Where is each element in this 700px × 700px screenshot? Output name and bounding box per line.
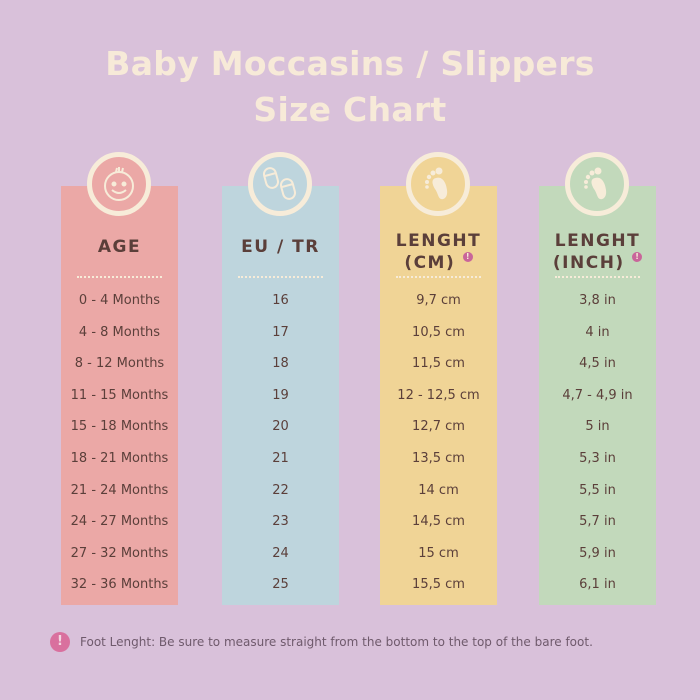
table-cell: 19 xyxy=(272,387,289,403)
exclamation-icon: ! xyxy=(462,252,473,262)
table-cell: 12 - 12,5 cm xyxy=(397,387,480,403)
dotted-divider xyxy=(77,276,162,278)
table-cell: 5 in xyxy=(585,419,610,435)
table-cell: 6,1 in xyxy=(579,577,616,593)
table-cell: 13,5 cm xyxy=(412,451,465,466)
table-cell: 4 - 8 Months xyxy=(78,324,161,340)
header-unit: (INCH) xyxy=(552,253,625,273)
table-cell: 24 - 27 Months xyxy=(70,514,169,530)
table-cell: 8 - 12 Months xyxy=(74,356,165,372)
table-cell: 5,3 in xyxy=(579,451,616,466)
table-cell: 15,5 cm xyxy=(412,577,465,593)
column-length-inch: LENGHT (INCH) ! 3,8 in 4 in 4,5 in 4,7 - 4,9… xyxy=(539,152,656,605)
table-cell: 4,7 - 4,9 in xyxy=(562,387,633,403)
table-cell: 14,5 cm xyxy=(412,514,465,530)
column-header: AGE xyxy=(61,236,178,258)
foot-length-note: ! Foot Lenght: Be sure to measure straig… xyxy=(50,632,593,652)
table-cell: 21 - 24 Months xyxy=(70,482,169,498)
table-cell: 11 - 15 Months xyxy=(70,387,169,403)
table-cell: 16 xyxy=(272,293,289,308)
title-line-1: Baby Moccasins / Slippers xyxy=(105,44,595,83)
note-text: Foot Lenght: Be sure to measure straight… xyxy=(80,635,593,649)
header-unit: (CM) xyxy=(404,253,456,273)
column-header: LENGHT (CM) ! xyxy=(380,230,497,274)
header-text: AGE xyxy=(97,237,142,257)
table-cell: 21 xyxy=(272,451,289,466)
table-cell: 3,8 in xyxy=(579,293,616,308)
table-cell: 20 xyxy=(272,419,289,435)
foot-icon xyxy=(565,152,629,216)
table-cell: 27 - 32 Months xyxy=(70,545,169,561)
dotted-divider xyxy=(396,276,481,278)
table-cell: 14 cm xyxy=(418,482,459,498)
foot-icon xyxy=(406,152,470,216)
column-header: LENGHT (INCH) ! xyxy=(539,230,656,274)
table-cell: 32 - 36 Months xyxy=(70,577,169,593)
table-cell: 23 xyxy=(272,514,289,530)
table-cell: 4,5 in xyxy=(579,356,616,372)
header-text: LENGHT xyxy=(554,231,641,251)
table-cell: 5,7 in xyxy=(579,514,616,530)
column-length-cm: LENGHT (CM) ! 9,7 cm 10,5 cm 11,5 cm 12 - 12… xyxy=(380,152,497,605)
table-cell: 5,9 in xyxy=(579,545,616,561)
table-cell: 15 - 18 Months xyxy=(70,419,169,435)
table-cell: 24 xyxy=(272,545,289,561)
exclamation-icon: ! xyxy=(50,632,70,652)
header-text: EU / TR xyxy=(241,237,320,257)
column-eu-tr: EU / TR 16 17 18 19 20 21 22 23 24 25 xyxy=(222,152,339,605)
slippers-icon xyxy=(248,152,312,216)
column-header: EU / TR xyxy=(222,236,339,258)
table-cell: 9,7 cm xyxy=(416,293,461,308)
table-cell: 17 xyxy=(272,324,289,340)
table-cell: 22 xyxy=(272,482,289,498)
baby-face-icon xyxy=(87,152,151,216)
table-cell: 18 - 21 Months xyxy=(70,451,169,466)
table-cell: 12,7 cm xyxy=(412,419,465,435)
title-line-2: Size Chart xyxy=(253,90,447,129)
table-cell: 25 xyxy=(272,577,289,593)
header-text: LENGHT xyxy=(395,231,482,251)
table-cell: 0 - 4 Months xyxy=(78,293,161,308)
table-cell: 18 xyxy=(272,356,289,372)
table-cell: 15 cm xyxy=(418,545,459,561)
table-cell: 10,5 cm xyxy=(412,324,465,340)
dotted-divider xyxy=(555,276,640,278)
dotted-divider xyxy=(238,276,323,278)
table-cell: 4 in xyxy=(585,324,610,340)
table-cell: 5,5 in xyxy=(579,482,616,498)
column-age: AGE 0 - 4 Months 4 - 8 Months 8 - 12 Month… xyxy=(61,152,178,605)
exclamation-icon: ! xyxy=(632,252,643,262)
table-cell: 11,5 cm xyxy=(412,356,465,372)
